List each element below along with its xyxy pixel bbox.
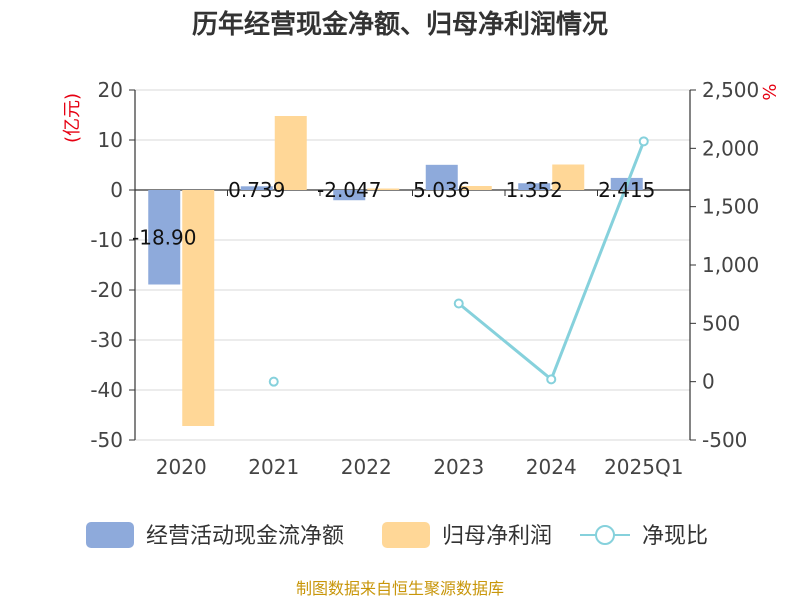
legend-label-net-profit: 归母净利润 <box>442 524 552 549</box>
y-right-tick-label: 2,000 <box>702 136 759 160</box>
data-labels: -18.90 0.739 -2.047 5.036 1.352 2.415 <box>132 178 655 249</box>
y-left-tick-label: -50 <box>90 428 123 452</box>
legend: 经营活动现金流净额 归母净利润 净现比 <box>86 522 708 549</box>
x-axis-labels: 2020 2021 2022 2023 2024 2025Q1 <box>156 455 684 479</box>
y-left-ticks: -50 -40 -30 -20 -10 0 10 20 <box>90 78 135 452</box>
cashflow-data-label: -2.047 <box>317 178 381 202</box>
cash-ratio-line-segment <box>457 302 553 381</box>
net-profit-bar <box>552 164 585 190</box>
cashflow-data-label: 2.415 <box>598 178 655 202</box>
y-left-tick-label: 20 <box>98 78 123 102</box>
y-right-ticks: -500 0 500 1,000 1,500 2,000 2,500 <box>690 78 759 452</box>
cash-ratio-point <box>453 298 464 309</box>
cashflow-bar <box>148 190 181 285</box>
cashflow-data-label: 0.739 <box>228 178 285 202</box>
legend-label-cash-ratio: 净现比 <box>642 524 708 549</box>
y-left-tick-label: -10 <box>90 228 123 252</box>
cashflow-data-label: 5.036 <box>413 178 470 202</box>
cashflow-bar <box>333 190 366 201</box>
x-axis-label: 2024 <box>526 455 577 479</box>
bars <box>148 116 643 426</box>
cashflow-bar <box>425 164 458 190</box>
y-right-tick-label: 500 <box>702 311 740 335</box>
cash-ratio-point <box>546 374 557 385</box>
legend-marker-cash-ratio <box>595 525 615 545</box>
cashflow-bar <box>240 186 273 190</box>
line-series <box>268 136 649 387</box>
y-left-tick-label: 0 <box>110 178 123 202</box>
y-left-tick-label: -20 <box>90 278 123 302</box>
net-profit-bar <box>274 116 307 190</box>
cashflow-bar <box>518 183 551 190</box>
y-right-tick-label: 1,500 <box>702 195 759 219</box>
axes <box>134 90 691 440</box>
x-axis-label: 2020 <box>156 455 207 479</box>
y-right-tick-label: 0 <box>702 370 715 394</box>
legend-label-cashflow: 经营活动现金流净额 <box>146 524 344 549</box>
cash-ratio-point <box>638 136 649 147</box>
cash-ratio-line-segment <box>549 140 646 380</box>
y-left-tick-label: -40 <box>90 378 123 402</box>
grid-lines <box>135 89 690 441</box>
x-axis-label: 2025Q1 <box>604 455 683 479</box>
y-right-tick-label: 1,000 <box>702 253 759 277</box>
y-right-tick-label: -500 <box>702 428 747 452</box>
net-profit-bar <box>182 190 215 426</box>
y-right-tick-label: 2,500 <box>702 78 759 102</box>
y-left-unit: (亿元) <box>62 93 83 143</box>
y-left-tick-label: -30 <box>90 328 123 352</box>
source-text: 制图数据来自恒生聚源数据库 <box>296 579 504 598</box>
legend-swatch-net-profit <box>382 522 430 548</box>
x-axis-label: 2023 <box>433 455 484 479</box>
legend-swatch-cashflow <box>86 522 134 548</box>
cashflow-data-label: -18.90 <box>132 225 196 249</box>
net-profit-bar <box>459 186 492 190</box>
y-right-unit: % <box>758 83 779 100</box>
net-profit-bar <box>367 188 400 190</box>
x-axis-label: 2021 <box>248 455 299 479</box>
cashflow-data-label: 1.352 <box>506 178 563 202</box>
cash-ratio-point <box>268 376 279 387</box>
x-axis-label: 2022 <box>341 455 392 479</box>
chart-title: 历年经营现金净额、归母净利润情况 <box>192 9 608 40</box>
y-left-tick-label: 10 <box>98 128 123 152</box>
